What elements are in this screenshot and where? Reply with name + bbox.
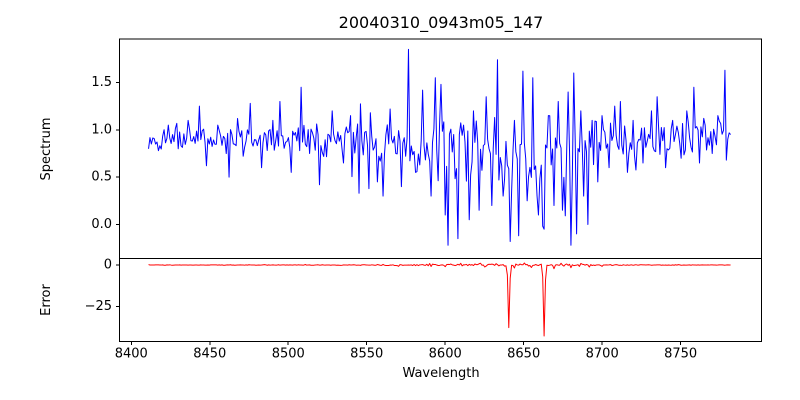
error-y-tick-label: 0 (104, 258, 112, 273)
x-tick-label: 8450 (193, 347, 226, 362)
spectrum-y-tick-label: 0.0 (91, 217, 112, 232)
x-tick-label: 8700 (586, 347, 619, 362)
error-y-tick-label: −25 (85, 299, 112, 314)
x-tick-label: 8550 (350, 347, 383, 362)
chart-title: 20040310_0943m05_147 (338, 13, 544, 32)
spectrum-line (148, 48, 731, 246)
x-axis-label: Wavelength (402, 366, 480, 381)
error-axes-spine (119, 258, 762, 342)
x-tick-label: 8600 (429, 347, 462, 362)
spectrum-y-tick-label: 1.5 (91, 75, 112, 90)
x-tick-label: 8500 (272, 347, 305, 362)
x-tick-label: 8650 (507, 347, 540, 362)
error-line (148, 262, 731, 337)
x-tick-label: 8400 (115, 347, 148, 362)
x-tick-label: 8750 (664, 347, 697, 362)
spectrum-y-tick-label: 0.5 (91, 170, 112, 185)
spectrum-y-tick-label: 1.0 (91, 122, 112, 137)
